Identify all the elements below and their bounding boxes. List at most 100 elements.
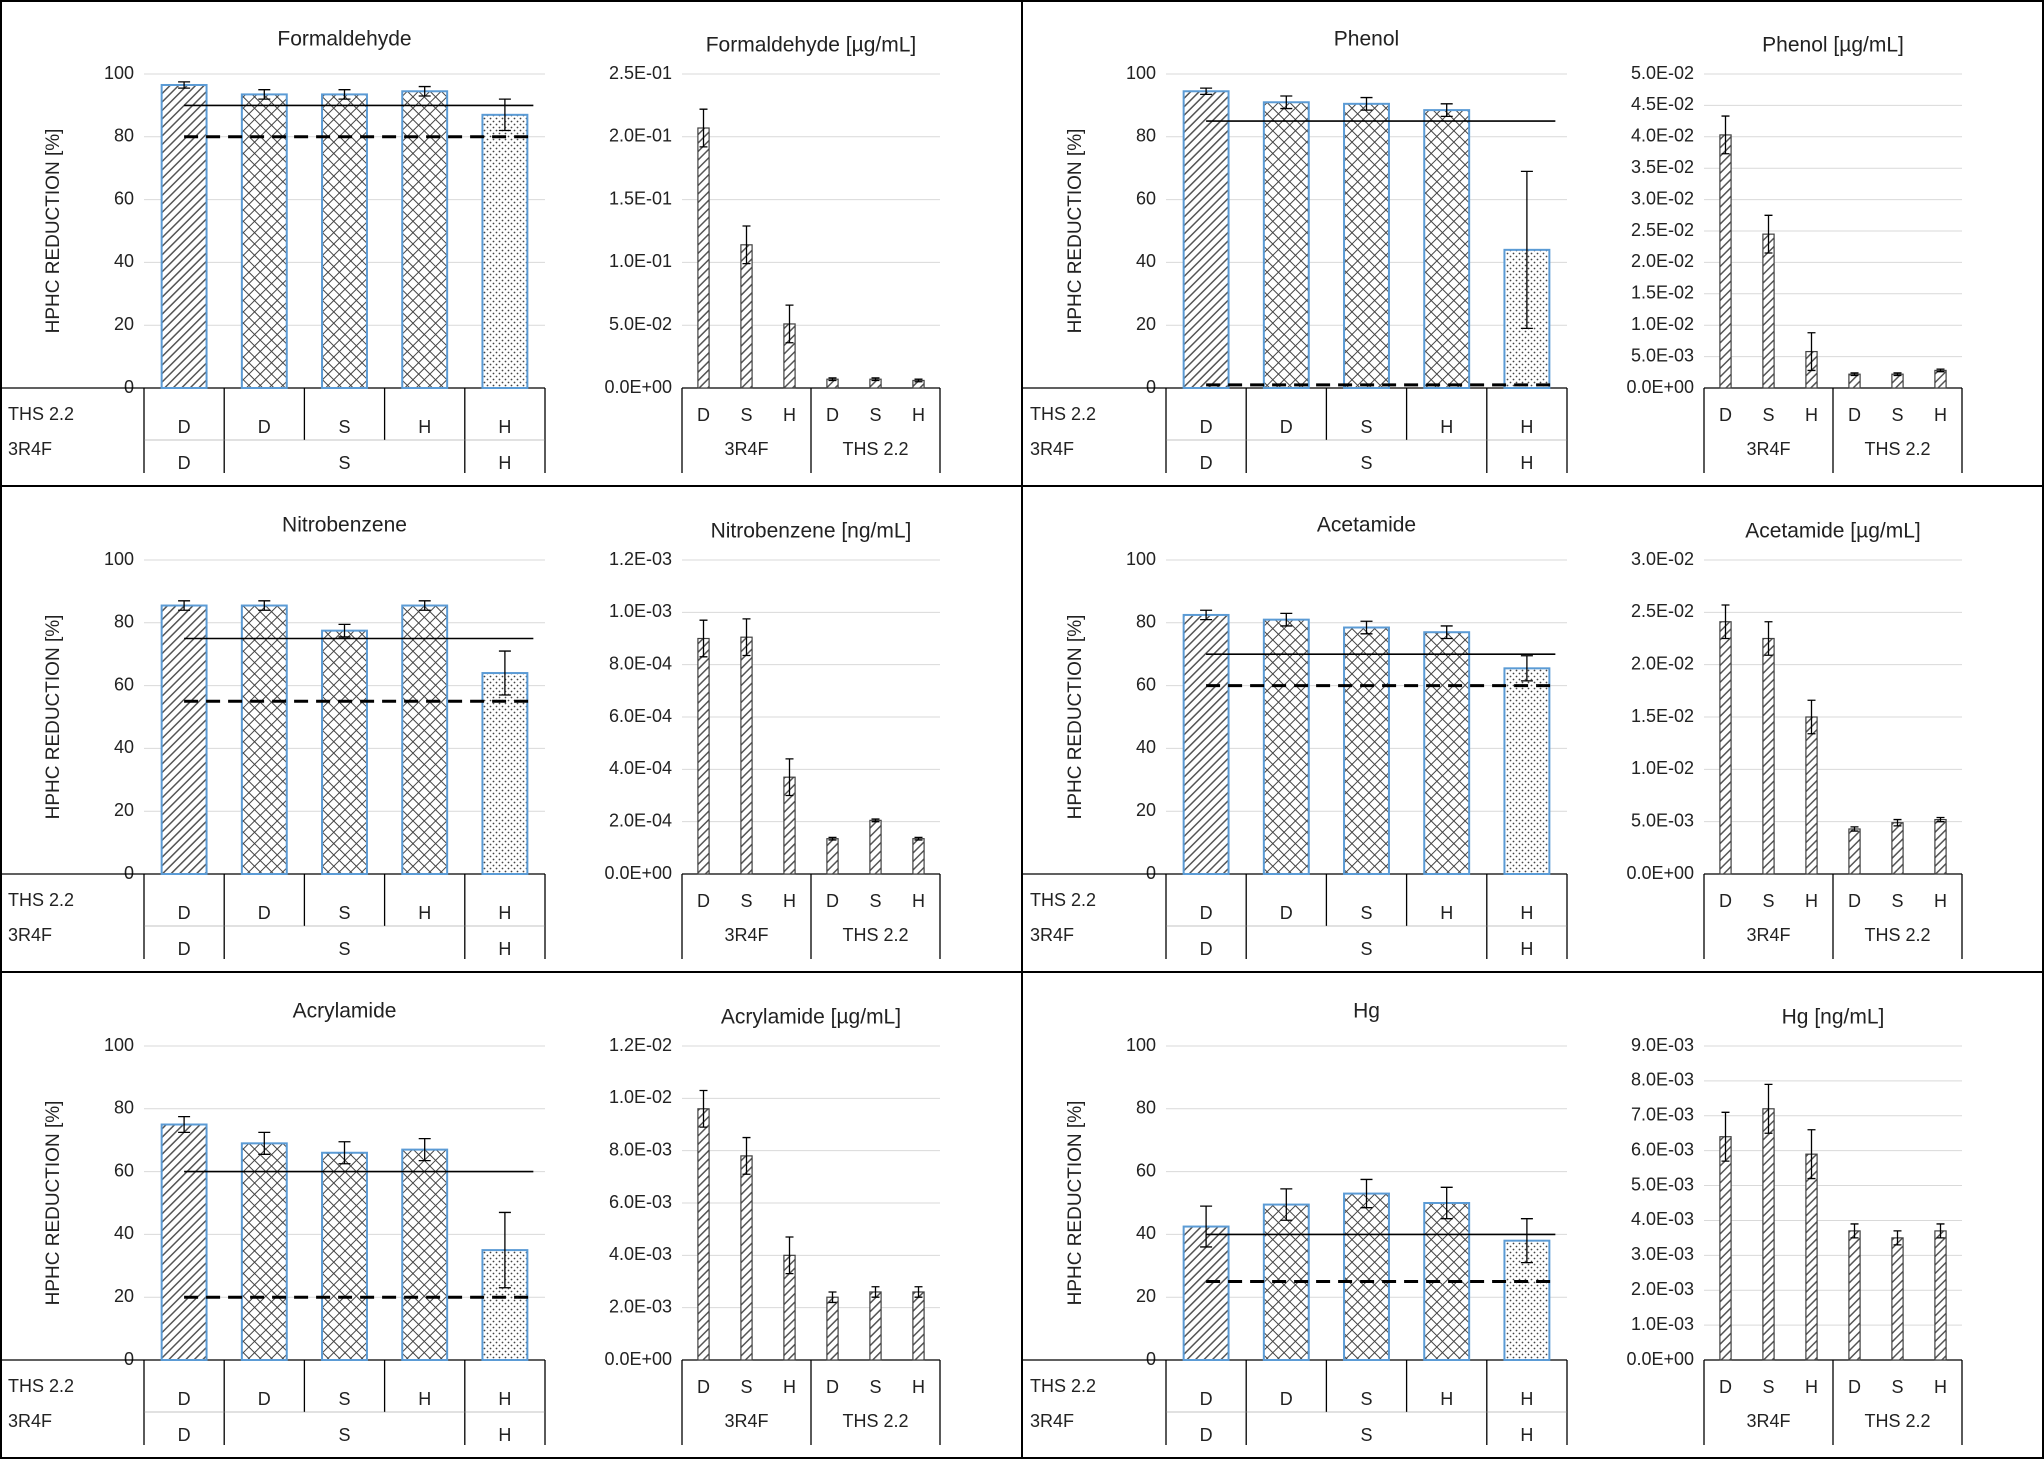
bar xyxy=(1848,828,1861,875)
x-tick-label: S xyxy=(740,1377,752,1397)
error-bar xyxy=(1440,625,1453,640)
y-axis-label: HPHC REDUCTION [%] xyxy=(43,129,64,334)
row-label: THS 2.2 xyxy=(8,404,74,424)
x-tick-label: D xyxy=(258,417,271,437)
bar xyxy=(1262,618,1310,875)
y-tick-label: 4.0E-03 xyxy=(1631,1209,1694,1229)
x-tick-label: S xyxy=(1360,903,1372,923)
group-label: D xyxy=(178,939,191,959)
y-tick-label: 6.0E-03 xyxy=(609,1192,672,1212)
bar xyxy=(1848,1230,1861,1361)
error-bar xyxy=(1721,1111,1730,1162)
y-tick-label: 4.0E-03 xyxy=(609,1244,672,1264)
x-tick-label: S xyxy=(740,891,752,911)
y-tick-label: 80 xyxy=(1136,1098,1156,1118)
x-tick-label: S xyxy=(338,417,350,437)
error-bar xyxy=(828,836,837,841)
bar xyxy=(240,93,288,389)
chart-title: Hg [ng/mL] xyxy=(1782,1006,1885,1029)
bar xyxy=(1182,613,1230,875)
group-label: D xyxy=(1200,453,1213,473)
group-label: D xyxy=(1200,939,1213,959)
bar xyxy=(1762,233,1775,389)
group-label: 3R4F xyxy=(1746,439,1790,459)
x-tick-label: D xyxy=(1848,891,1861,911)
bar xyxy=(160,1123,208,1361)
group-label: 3R4F xyxy=(1746,925,1790,945)
x-tick-label: H xyxy=(1934,1377,1947,1397)
x-tick-label: D xyxy=(1848,405,1861,425)
row-label: 3R4F xyxy=(8,1411,52,1431)
bar xyxy=(912,838,925,875)
bar xyxy=(401,604,449,876)
error-bar xyxy=(742,618,751,657)
error-bar xyxy=(1360,620,1373,635)
y-tick-label: 2.0E-03 xyxy=(609,1296,672,1316)
error-bar xyxy=(1200,1205,1213,1248)
y-tick-label: 8.0E-04 xyxy=(609,653,672,673)
error-bar xyxy=(1764,214,1773,254)
row-label: THS 2.2 xyxy=(1030,1376,1096,1396)
y-tick-label: 60 xyxy=(1136,1160,1156,1180)
bar xyxy=(481,672,529,875)
y-tick-label: 3.0E-02 xyxy=(1631,188,1694,208)
x-tick-label: H xyxy=(1520,903,1533,923)
error-bar xyxy=(1936,368,1945,373)
x-tick-label: H xyxy=(498,903,511,923)
x-tick-label: D xyxy=(826,405,839,425)
x-tick-label: H xyxy=(1934,405,1947,425)
chart-title: Phenol xyxy=(1334,28,1399,51)
y-tick-label: 0 xyxy=(124,863,134,883)
y-tick-label: 0.0E+00 xyxy=(1626,1349,1694,1369)
error-bar xyxy=(1520,170,1533,329)
error-bar xyxy=(1764,621,1773,656)
x-tick-label: S xyxy=(869,891,881,911)
y-tick-label: 80 xyxy=(114,612,134,632)
y-tick-label: 7.0E-03 xyxy=(1631,1105,1694,1125)
y-tick-label: 60 xyxy=(1136,674,1156,694)
y-tick-label: 2.0E-04 xyxy=(609,810,672,830)
error-bar xyxy=(871,377,880,382)
chart-title: Phenol [µg/mL] xyxy=(1762,34,1904,57)
error-bar xyxy=(1893,1230,1902,1246)
y-tick-label: 3.0E-02 xyxy=(1631,549,1694,569)
x-tick-label: D xyxy=(1200,903,1213,923)
error-bar xyxy=(1764,1083,1773,1134)
y-tick-label: 40 xyxy=(114,251,134,271)
bar xyxy=(321,629,368,876)
error-bar xyxy=(1520,1218,1533,1264)
y-tick-label: 0 xyxy=(124,377,134,397)
error-bar xyxy=(1893,372,1902,377)
x-tick-label: H xyxy=(498,1389,511,1409)
chart-title: Formaldehyde [µg/mL] xyxy=(706,34,917,57)
chart-title: Acrylamide xyxy=(293,1000,397,1023)
x-tick-label: S xyxy=(1360,1389,1372,1409)
group-label: S xyxy=(338,453,350,473)
chart-title: Nitrobenzene [ng/mL] xyxy=(711,520,912,543)
y-tick-label: 1.5E-02 xyxy=(1631,283,1694,303)
y-tick-label: 2.5E-01 xyxy=(609,63,672,83)
y-tick-label: 4.0E-04 xyxy=(609,758,672,778)
bar xyxy=(1423,631,1471,875)
x-tick-label: H xyxy=(1440,1389,1453,1409)
x-tick-label: D xyxy=(258,903,271,923)
error-bar xyxy=(418,85,431,97)
y-tick-label: 0.0E+00 xyxy=(604,377,672,397)
bar xyxy=(1182,90,1230,390)
error-bar xyxy=(871,818,880,823)
y-tick-label: 100 xyxy=(104,549,134,569)
y-tick-label: 20 xyxy=(114,1286,134,1306)
bar xyxy=(740,244,753,389)
bar xyxy=(740,636,753,875)
bar xyxy=(1719,1136,1732,1361)
error-bar xyxy=(914,836,923,841)
y-tick-label: 5.0E-03 xyxy=(1631,345,1694,365)
bar xyxy=(1934,1230,1947,1361)
y-tick-label: 0 xyxy=(1146,377,1156,397)
error-bar xyxy=(742,225,751,265)
x-tick-label: H xyxy=(498,417,511,437)
y-tick-label: 80 xyxy=(1136,126,1156,146)
x-tick-label: D xyxy=(1719,891,1732,911)
chart-title: Nitrobenzene xyxy=(282,514,407,537)
